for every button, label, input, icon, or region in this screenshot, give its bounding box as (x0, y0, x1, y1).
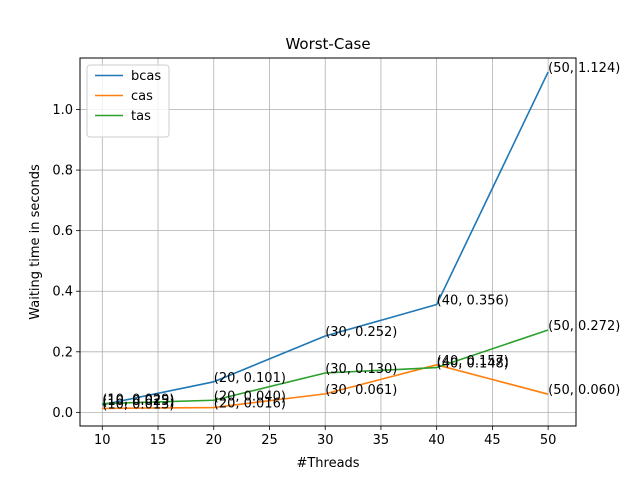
y-tick-label: 0.6 (52, 224, 73, 239)
x-tick-label: 10 (94, 433, 111, 448)
data-label-tas: (50, 0.272) (548, 319, 620, 334)
legend-label-cas: cas (131, 89, 153, 104)
data-label-tas: (20, 0.040) (214, 389, 286, 404)
data-label-tas: (30, 0.130) (325, 362, 397, 377)
data-label-cas: (10, 0.013) (102, 397, 174, 412)
y-tick-label: 0.4 (52, 285, 73, 300)
x-axis-label: #Threads (296, 456, 359, 471)
x-tick-label: 30 (317, 433, 334, 448)
y-axis-ticks: 0.0 0.2 0.4 0.6 0.8 1.0 (52, 103, 80, 421)
series-lines (102, 71, 549, 410)
legend-box (86, 64, 170, 138)
y-axis-label: Waiting time in seconds (28, 164, 43, 320)
data-label-bcas: (10, 0.025) (102, 394, 174, 409)
data-label-cas: (50, 0.060) (548, 383, 620, 398)
x-tick-label: 25 (261, 433, 278, 448)
data-label-bcas: (20, 0.101) (214, 371, 286, 386)
data-label-tas: (40, 0.148) (437, 357, 509, 372)
chart-title: Worst-Case (285, 35, 370, 53)
x-tick-label: 50 (540, 433, 557, 448)
x-tick-label: 40 (428, 433, 445, 448)
x-tick-label: 15 (150, 433, 167, 448)
series-line-bcas (102, 71, 549, 406)
plot-frame (79, 57, 577, 427)
data-label-cas: (40, 0.157) (437, 354, 509, 369)
legend: bcas cas tas (86, 64, 170, 138)
data-label-bcas: (30, 0.252) (325, 325, 397, 340)
x-tick-label: 45 (484, 433, 501, 448)
x-tick-label: 35 (373, 433, 390, 448)
legend-label-tas: tas (131, 109, 151, 124)
series-line-tas (102, 329, 549, 405)
legend-label-bcas: bcas (131, 69, 161, 84)
y-tick-label: 0.2 (52, 345, 73, 360)
series-line-cas (102, 364, 549, 410)
data-label-cas: (20, 0.016) (214, 397, 286, 412)
x-tick-label: 20 (205, 433, 222, 448)
grid (80, 58, 576, 426)
y-tick-label: 1.0 (52, 103, 73, 118)
data-label-bcas: (50, 1.124) (548, 61, 620, 76)
data-label-tas: (10, 0.029) (102, 393, 174, 408)
data-label-bcas: (40, 0.356) (437, 294, 509, 309)
y-tick-label: 0.0 (52, 406, 73, 421)
y-tick-label: 0.8 (52, 164, 73, 179)
point-annotations: (10, 0.025) (20, 0.101) (30, 0.252) (40, 0.… (102, 61, 620, 413)
data-label-cas: (30, 0.061) (325, 383, 397, 398)
x-axis-ticks: 10 15 20 25 30 35 40 45 50 (94, 426, 556, 448)
